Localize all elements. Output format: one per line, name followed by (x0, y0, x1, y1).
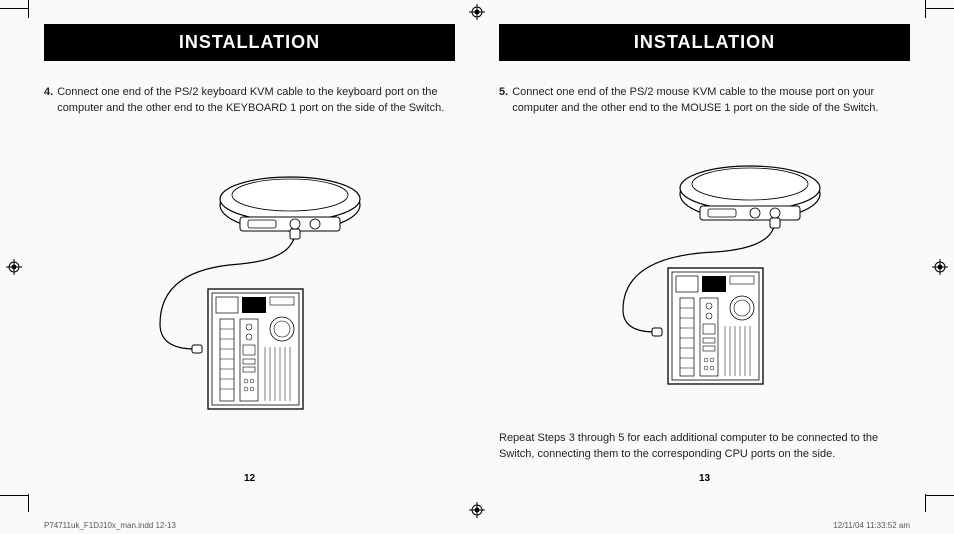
left-page: INSTALLATION 4. Connect one end of the P… (44, 24, 455, 484)
section-heading: INSTALLATION (499, 24, 910, 61)
crop-mark (926, 495, 954, 496)
crop-mark (926, 8, 954, 9)
page-number: 13 (499, 473, 910, 484)
step-number: 5. (499, 85, 508, 117)
step-number: 4. (44, 85, 53, 117)
crop-mark (925, 494, 926, 512)
repeat-note: Repeat Steps 3 through 5 for each additi… (499, 431, 910, 463)
footer-file: P74711uk_F1DJ10x_man.indd 12-13 (44, 521, 176, 530)
crop-mark (28, 0, 29, 18)
registration-mark-icon (469, 4, 485, 20)
step-4-text: 4. Connect one end of the PS/2 keyboard … (44, 85, 455, 117)
keyboard-cable-illustration (44, 125, 455, 463)
right-page: INSTALLATION 5. Connect one end of the P… (499, 24, 910, 484)
crop-mark (0, 8, 28, 9)
print-footer: P74711uk_F1DJ10x_man.indd 12-13 12/11/04… (44, 521, 910, 530)
mouse-cable-illustration (499, 125, 910, 425)
page-number: 12 (44, 473, 455, 484)
step-description: Connect one end of the PS/2 mouse KVM ca… (512, 85, 910, 117)
registration-mark-icon (6, 259, 22, 275)
section-heading: INSTALLATION (44, 24, 455, 61)
registration-mark-icon (932, 259, 948, 275)
crop-mark (28, 494, 29, 512)
step-description: Connect one end of the PS/2 keyboard KVM… (57, 85, 455, 117)
crop-mark (925, 0, 926, 18)
registration-mark-icon (469, 502, 485, 518)
crop-mark (0, 495, 28, 496)
step-5-text: 5. Connect one end of the PS/2 mouse KVM… (499, 85, 910, 117)
footer-timestamp: 12/11/04 11:33:52 am (833, 521, 910, 530)
page-spread: INSTALLATION 4. Connect one end of the P… (44, 24, 910, 484)
